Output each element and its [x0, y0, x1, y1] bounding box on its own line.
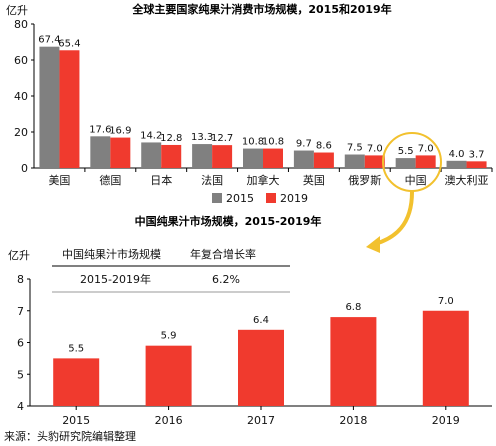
value-label: 6.8 — [345, 302, 361, 313]
category-label: 日本 — [150, 173, 172, 187]
bar-2018 — [330, 317, 377, 406]
category-label: 美国 — [48, 174, 70, 187]
legend-label-2019: 2019 — [280, 192, 308, 205]
chart-top-bars — [39, 46, 487, 168]
chart-bottom-title: 中国纯果汁市场规模，2015-2019年 — [135, 214, 322, 228]
inset-table-header-2: 年复合增长率 — [190, 247, 256, 261]
chart-bottom: 中国纯果汁市场规模，2015-2019年 亿升 中国纯果汁市场规模 年复合增长率… — [8, 214, 492, 427]
legend-swatch-2015 — [212, 193, 222, 203]
bar-2015 — [53, 358, 100, 406]
bar-2019 — [422, 310, 469, 406]
y-tick-label: 7 — [17, 305, 24, 318]
category-label: 2015 — [62, 414, 90, 427]
value-label-2019: 16.9 — [109, 126, 131, 137]
value-label: 5.9 — [161, 331, 177, 342]
chart-top-ylabel: 亿升 — [6, 4, 28, 17]
category-label: 2017 — [247, 414, 275, 427]
value-label-2015: 67.4 — [38, 35, 60, 46]
category-label: 2016 — [155, 414, 183, 427]
bar-2017 — [238, 329, 284, 406]
bar-2019-美国 — [59, 50, 80, 168]
bar-2019-中国 — [415, 155, 436, 168]
bar-2019-俄罗斯 — [364, 155, 385, 168]
inset-table-period: 2015-2019年 — [80, 272, 151, 286]
bar-2015-德国 — [90, 136, 111, 168]
category-label: 中国 — [405, 174, 427, 187]
bar-2015-日本 — [141, 142, 162, 168]
bar-2019-德国 — [110, 137, 131, 168]
bar-2015-法国 — [192, 144, 213, 168]
value-label-2015: 4.0 — [449, 149, 465, 160]
bar-2019-加拿大 — [263, 148, 283, 168]
chart-bottom-value-labels: 5.5 5.9 6.4 6.8 7.0 — [68, 296, 454, 355]
y-tick-label: 40 — [14, 90, 28, 103]
value-label: 6.4 — [253, 315, 269, 326]
y-tick-label: 5 — [17, 368, 24, 381]
value-label-2019: 12.7 — [211, 133, 233, 144]
chart-bottom-category-labels: 2015 2016 2017 2018 2019 — [62, 414, 460, 427]
value-label-2015: 7.5 — [347, 143, 363, 154]
y-tick-label: 8 — [17, 273, 24, 286]
category-label: 2019 — [432, 414, 460, 427]
value-label-2015: 10.8 — [242, 137, 264, 148]
bar-2015-俄罗斯 — [344, 154, 365, 168]
legend-label-2015: 2015 — [226, 192, 254, 205]
highlight-arrowhead-icon — [366, 236, 380, 253]
value-label-2015: 9.7 — [296, 139, 312, 150]
value-label-2019: 3.7 — [469, 149, 485, 160]
value-label-2015: 13.3 — [191, 132, 213, 143]
category-label: 澳大利亚 — [445, 173, 489, 187]
value-label-2019: 12.8 — [160, 133, 182, 144]
bar-2019-澳大利亚 — [466, 161, 487, 168]
chart-bottom-ylabel: 亿升 — [8, 249, 30, 262]
bar-2015-中国 — [395, 158, 416, 168]
y-tick-label: 60 — [14, 54, 28, 67]
value-label: 5.5 — [68, 343, 84, 354]
value-label-2015: 17.6 — [89, 124, 111, 135]
chart-top-title: 全球主要国家纯果汁消费市场规模，2015和2019年 — [131, 2, 391, 16]
category-label: 俄罗斯 — [348, 174, 381, 187]
bar-2015-加拿大 — [243, 148, 263, 168]
y-tick-label: 80 — [14, 18, 28, 31]
value-label-2019: 65.4 — [58, 38, 80, 49]
bar-2016 — [145, 345, 192, 406]
legend-swatch-2019 — [266, 193, 276, 203]
y-tick-label: 6 — [17, 337, 24, 350]
inset-table-header-1: 中国纯果汁市场规模 — [62, 247, 161, 261]
value-label: 7.0 — [438, 296, 454, 307]
value-label-2015: 14.2 — [140, 130, 162, 141]
y-tick-label: 20 — [14, 126, 28, 139]
value-label-2019: 7.0 — [367, 143, 383, 154]
chart-top-legend: 2015 2019 — [212, 192, 308, 205]
category-label: 加拿大 — [247, 173, 280, 187]
value-label-2015: 5.5 — [398, 146, 414, 157]
chart-bottom-bars — [53, 310, 469, 406]
chart-top-category-labels: 美国 德国 日本 法国 加拿大 英国 俄罗斯 中国 澳大利亚 — [48, 173, 488, 187]
category-label: 2018 — [339, 414, 367, 427]
value-label-2019: 10.8 — [262, 137, 284, 148]
bar-2019-日本 — [161, 144, 182, 168]
value-label-2019: 7.0 — [418, 143, 434, 154]
category-label: 法国 — [201, 173, 223, 187]
chart-top: 全球主要国家纯果汁消费市场规模，2015和2019年 亿升 020406080 … — [6, 2, 493, 253]
y-tick-label: 0 — [21, 162, 28, 175]
highlight-arrow-icon — [373, 190, 414, 246]
chart-top-value-labels: 67.465.4 17.616.9 14.212.8 13.312.7 10.810.8… — [38, 35, 484, 161]
source-note: 来源：头豹研究院编辑整理 — [4, 429, 136, 443]
inset-table-cagr: 6.2% — [212, 273, 240, 286]
category-label: 德国 — [99, 173, 121, 187]
bar-2019-英国 — [313, 152, 334, 168]
bar-2015-澳大利亚 — [446, 160, 467, 168]
bar-2015-美国 — [39, 46, 60, 168]
y-tick-label: 4 — [17, 400, 24, 413]
bar-2015-英国 — [293, 150, 314, 168]
bar-2019-法国 — [212, 145, 233, 168]
inset-table: 中国纯果汁市场规模 年复合增长率 2015-2019年 6.2% — [52, 247, 290, 293]
value-label-2019: 8.6 — [316, 141, 332, 152]
category-label: 英国 — [303, 173, 325, 187]
